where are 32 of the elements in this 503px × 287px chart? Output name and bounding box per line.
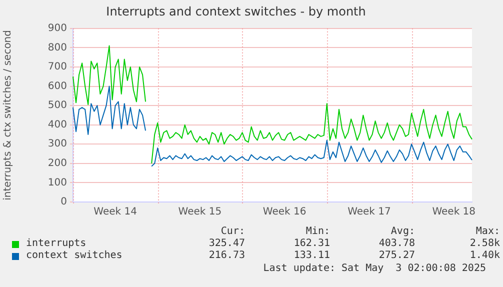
- legend-label: interrupts: [26, 238, 86, 250]
- x-tick-label: Week 15: [178, 206, 222, 218]
- text: 2.58k: [468, 238, 500, 250]
- text: 325.47: [208, 238, 245, 250]
- y-axis-title: interrupts & ctx switches / second: [2, 30, 14, 200]
- y-tick-label: 900: [48, 22, 67, 34]
- y-tick-label: 100: [48, 177, 67, 188]
- y-tick-label: 0: [60, 196, 67, 208]
- y-tick-label: 800: [48, 42, 67, 54]
- text: 403.78: [378, 238, 415, 250]
- text: 133.11: [292, 250, 330, 262]
- x-tick-label: Week 17: [348, 206, 391, 218]
- text: 216.73: [208, 250, 245, 262]
- y-tick-label: 200: [48, 158, 67, 170]
- x-tick-label: Week 18: [432, 206, 476, 218]
- text: 275.27: [378, 250, 415, 262]
- x-tick-label: Week 14: [94, 206, 137, 218]
- text: Max:: [474, 226, 500, 238]
- text: Min:: [304, 226, 330, 238]
- text: Cur:: [220, 226, 245, 238]
- y-tick-label: 600: [48, 80, 67, 92]
- x-tick-label: Week 16: [262, 206, 306, 218]
- text: 162.31: [292, 238, 330, 250]
- y-tick-label: 300: [48, 138, 67, 150]
- y-tick-label: 700: [48, 62, 67, 73]
- y-tick-label: 500: [48, 100, 67, 112]
- legend-label: context switches: [26, 250, 122, 262]
- chart-title: Interrupts and context switches - by month: [106, 4, 366, 18]
- text: 1.40k: [468, 250, 500, 262]
- text: Avg:: [390, 226, 415, 238]
- text: Last update: Sat May 3 02:00:08 2025: [262, 263, 486, 274]
- y-tick-label: 400: [48, 119, 67, 130]
